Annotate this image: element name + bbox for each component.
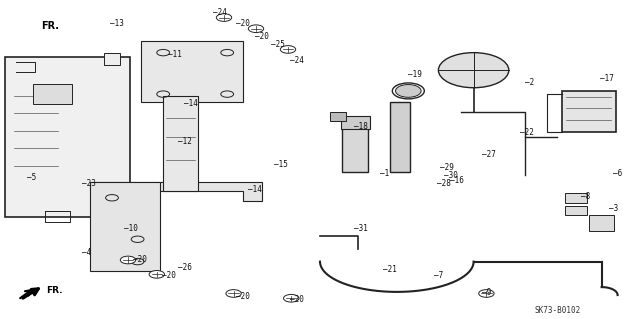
Polygon shape [90,182,160,271]
Bar [589,215,614,231]
Text: —23: —23 [82,179,96,188]
Text: —21: —21 [383,265,397,274]
Text: —26: —26 [178,263,192,272]
Text: —17: —17 [600,74,614,83]
Circle shape [280,46,296,53]
Text: —24: —24 [213,8,227,17]
Bar [562,91,616,132]
Text: —20: —20 [236,19,250,28]
Text: —16: —16 [450,176,464,185]
Text: —12: —12 [178,137,192,146]
Bar [104,54,120,64]
Text: —28: —28 [437,179,451,188]
Text: —18: —18 [354,122,368,130]
Text: —13: —13 [110,19,124,28]
Text: —2: —2 [525,78,534,87]
Circle shape [396,85,421,97]
Text: —29: —29 [440,163,454,172]
Text: —10: —10 [124,224,138,233]
Text: —20: —20 [236,292,250,300]
Text: —4: —4 [82,248,91,256]
Text: —15: —15 [274,160,288,169]
Text: —30: —30 [444,171,458,180]
Circle shape [216,14,232,21]
Circle shape [284,294,299,302]
Polygon shape [90,182,262,201]
Text: SK73-B0102: SK73-B0102 [534,306,580,315]
Text: —14: —14 [184,99,198,108]
Circle shape [479,290,494,297]
Text: —8: —8 [581,192,590,201]
Text: —7: —7 [434,271,443,280]
Text: —22: —22 [520,128,534,137]
Bar [390,102,410,172]
Bar [4,57,129,217]
Text: —3: —3 [609,204,618,213]
Text: —20: —20 [255,32,269,41]
Text: —27: —27 [482,150,496,159]
Bar [565,193,588,203]
Bar [342,128,368,172]
Text: FR.: FR. [46,286,63,295]
Text: —24: —24 [290,56,304,65]
Text: —20: —20 [290,295,304,304]
Circle shape [149,271,164,278]
Bar [341,116,370,129]
Circle shape [248,25,264,33]
Polygon shape [141,41,243,102]
Text: —9: —9 [482,288,491,297]
Text: —20: —20 [133,256,147,264]
Text: —11: —11 [168,50,182,59]
Text: —19: —19 [408,70,422,79]
Text: —14: —14 [248,185,262,194]
Text: —5: —5 [27,173,36,182]
Bar [565,206,588,215]
Circle shape [120,256,136,264]
Polygon shape [163,96,198,191]
Circle shape [226,290,241,297]
Text: —31: —31 [354,224,368,233]
Bar [330,112,346,121]
Text: —25: —25 [271,40,285,49]
Bar [33,84,72,104]
Circle shape [438,53,509,88]
Text: —20: —20 [162,271,176,280]
Text: —6: —6 [613,169,622,178]
Text: —1: —1 [380,169,388,178]
Text: FR.: FR. [42,21,60,31]
